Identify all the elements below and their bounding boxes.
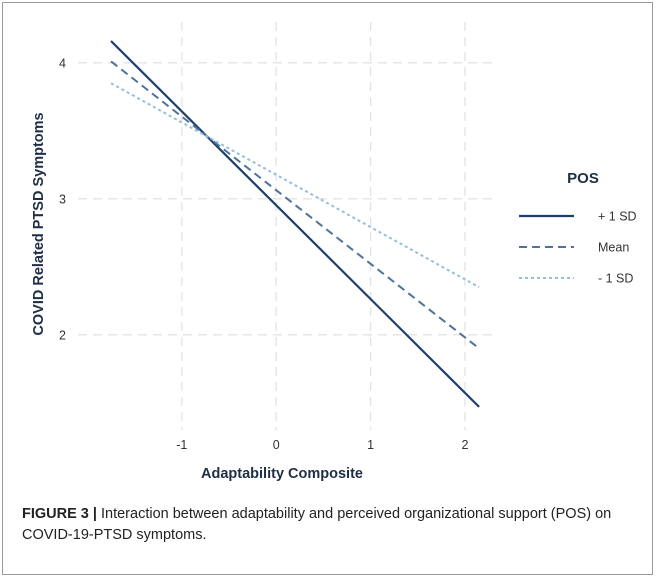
- y-axis-label: COVID Related PTSD Symptoms: [31, 112, 47, 335]
- x-tick-label-0: -1: [176, 438, 187, 452]
- x-tick-label-1: 0: [273, 438, 280, 452]
- series-lines: [110, 40, 480, 408]
- x-tick-label-3: 2: [461, 438, 468, 452]
- series-line-0: [110, 40, 480, 408]
- grid-lines: [78, 22, 498, 430]
- y-tick-label-1: 3: [59, 192, 66, 206]
- series-line-2: [110, 82, 480, 289]
- x-tick-label-2: 1: [367, 438, 374, 452]
- figure-caption: FIGURE 3 | Interaction between adaptabil…: [22, 504, 632, 546]
- legend: POS + 1 SD Mean - 1 SD: [519, 170, 637, 286]
- y-tick-label-2: 4: [59, 56, 66, 70]
- y-tick-label-0: 2: [59, 328, 66, 342]
- tick-labels: -1 0 1 2 2 3 4: [59, 56, 468, 452]
- series-line-1: [110, 60, 480, 350]
- x-axis-label: Adaptability Composite: [201, 466, 363, 482]
- legend-title: POS: [567, 170, 599, 187]
- interaction-chart: -1 0 1 2 2 3 4 Adaptability Composite COVID Re…: [31, 22, 637, 482]
- legend-label-2: - 1 SD: [598, 272, 633, 286]
- caption-text: Interaction between adaptability and per…: [22, 506, 612, 543]
- legend-label-0: + 1 SD: [598, 210, 637, 224]
- caption-label: FIGURE 3 |: [22, 506, 97, 522]
- legend-label-1: Mean: [598, 241, 629, 255]
